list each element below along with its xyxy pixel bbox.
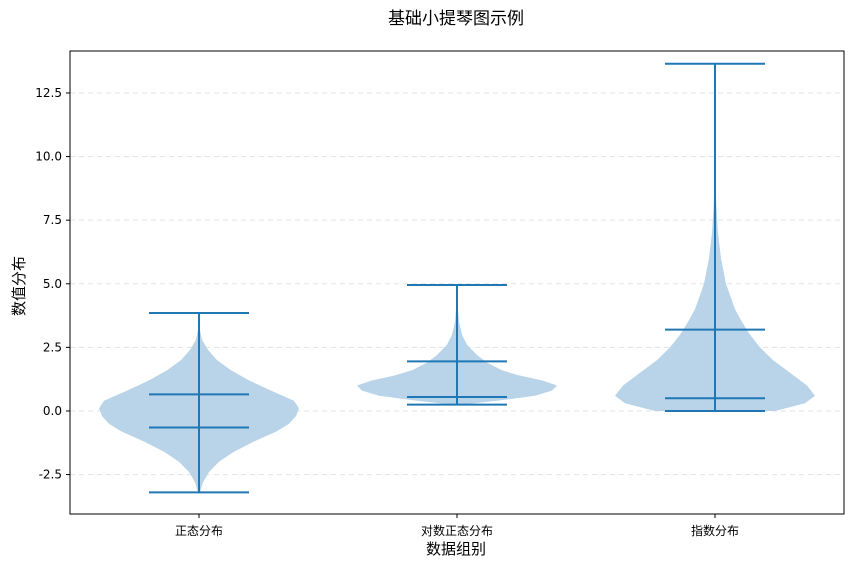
y-tick-label: 10.0 bbox=[35, 150, 62, 164]
chart-title: 基础小提琴图示例 bbox=[388, 9, 524, 29]
y-tick-label: 2.5 bbox=[43, 340, 62, 354]
y-tick-label: 5.0 bbox=[43, 277, 62, 291]
violins bbox=[99, 62, 815, 494]
x-tick-label: 指数分布 bbox=[691, 523, 739, 538]
y-tick-label: 12.5 bbox=[35, 86, 62, 100]
x-axis-label: 数据组别 bbox=[426, 540, 486, 558]
y-axis-label: 数值分布 bbox=[10, 256, 28, 316]
y-tick-label: 7.5 bbox=[43, 213, 62, 227]
y-axis: -2.5 0.0 2.5 5.0 7.5 10.0 12.5 bbox=[35, 86, 70, 482]
x-tick-label: 正态分布 bbox=[175, 524, 223, 538]
y-tick-label: -2.5 bbox=[39, 468, 62, 482]
x-tick-label: 对数正态分布 bbox=[421, 523, 493, 538]
x-axis: 正态分布 对数正态分布 指数分布 bbox=[175, 514, 739, 538]
y-tick-label: 0.0 bbox=[43, 404, 62, 418]
